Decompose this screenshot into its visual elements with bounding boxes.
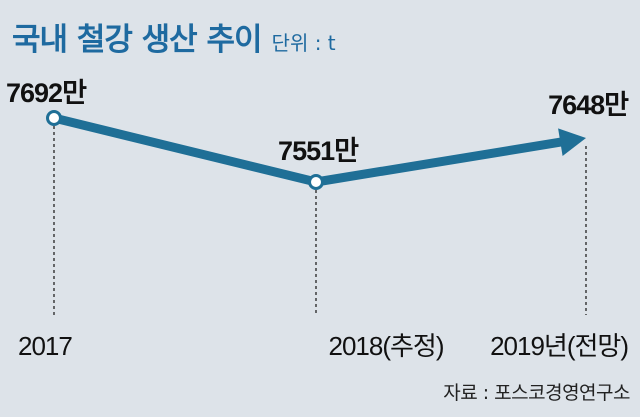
title-row: 국내 철강 생산 추이 단위 : t xyxy=(12,14,336,59)
source-note: 자료 : 포스코경영연구소 xyxy=(443,382,630,404)
x-tick-label: 2018(추정) xyxy=(329,331,444,361)
data-point-marker xyxy=(308,174,324,190)
data-value-label: 7551만 xyxy=(278,136,359,166)
unit-label: 단위 : t xyxy=(271,31,336,55)
arrowhead-marker xyxy=(558,128,586,156)
x-tick-label: 2019년(전망) xyxy=(490,331,628,361)
data-value-label: 7648만 xyxy=(548,90,629,120)
data-value-label: 7692만 xyxy=(6,78,87,108)
data-point-marker xyxy=(46,110,62,126)
chart-title: 국내 철강 생산 추이 xyxy=(12,22,263,58)
x-tick-label: 2017 xyxy=(18,331,72,361)
